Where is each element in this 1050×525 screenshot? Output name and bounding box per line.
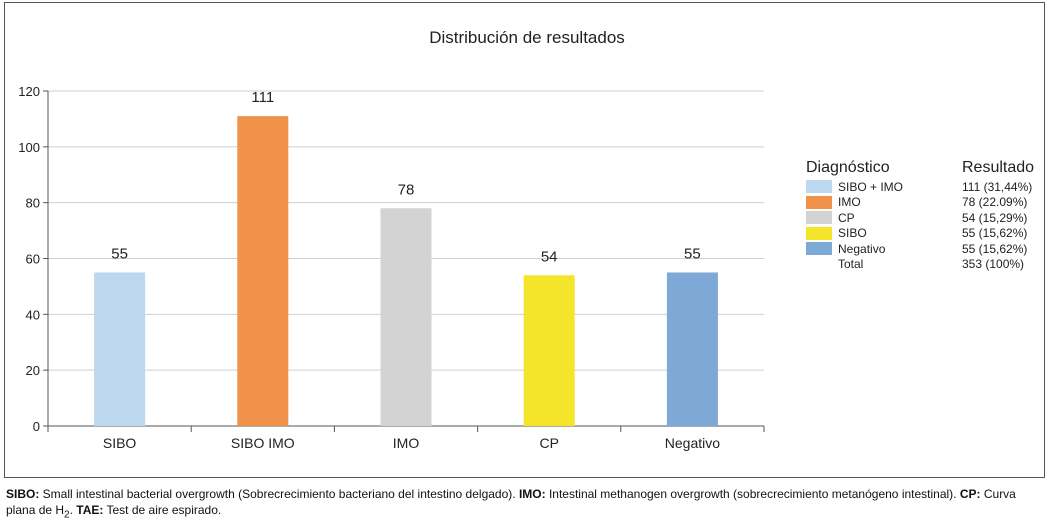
legend-header-value: Resultado	[962, 159, 1035, 176]
legend-header: Diagnóstico Resultado	[806, 159, 1046, 177]
footnote-imo-def: Intestinal methanogen overgrowth (sobrec…	[545, 487, 960, 501]
footnote-tae-def: Test de aire espirado.	[103, 503, 222, 517]
legend: Diagnóstico Resultado SIBO + IMO 111 (31,…	[806, 159, 1046, 272]
legend-label: CP	[838, 210, 855, 225]
legend-swatch	[806, 226, 832, 240]
bar-cp	[523, 275, 575, 426]
bar-negativo	[666, 272, 718, 426]
legend-value: 55 (15,62%)	[962, 226, 1028, 241]
y-tick-label: 80	[26, 196, 40, 211]
legend-swatch	[806, 211, 832, 225]
footnote-sibo-def: Small intestinal bacterial overgrowth (S…	[39, 487, 519, 501]
bar-chart: Distribución de resultados 0 20 40 60 80 100 1…	[18, 28, 765, 451]
data-label: 111	[251, 89, 274, 106]
legend-label: SIBO + IMO	[838, 179, 904, 194]
footnote-cp-term: CP:	[959, 487, 981, 501]
bar-sibo	[94, 272, 146, 426]
legend-value: 78 (22.09%)	[962, 195, 1028, 210]
footnote-cp-subscript: 2	[64, 509, 70, 521]
legend-value: 54 (15,29%)	[962, 210, 1028, 225]
legend-row: IMO 78 (22.09%)	[806, 195, 1046, 211]
legend-label: SIBO	[838, 226, 867, 241]
footnote-imo-term: IMO:	[518, 487, 546, 501]
legend-label: Negativo	[838, 241, 886, 256]
legend-value: 111 (31,44%)	[962, 179, 1033, 194]
y-tick-label: 60	[26, 252, 40, 267]
footnote-cp-def-end: .	[69, 503, 77, 517]
x-tick-label: SIBO IMO	[231, 435, 295, 451]
y-tick-label: 40	[26, 307, 40, 322]
data-label: 55	[111, 245, 128, 262]
legend-swatch	[806, 242, 832, 256]
footnote-tae-term: TAE:	[76, 503, 104, 517]
legend-row: Negativo 55 (15,62%)	[806, 241, 1046, 257]
bar-sibo-imo	[237, 116, 289, 426]
x-tick-label: Negativo	[665, 435, 720, 451]
y-tick-label: 0	[33, 419, 40, 434]
bar-imo	[380, 208, 432, 426]
legend-swatch	[806, 195, 832, 209]
x-tick-label: IMO	[393, 435, 420, 451]
y-tick-label: 120	[18, 84, 40, 99]
chart-frame: Distribución de resultados 0 20 40 60 80 100 1…	[4, 2, 1045, 478]
footnote-cp-def: Curva plana de H	[6, 487, 1016, 517]
x-tick-label: SIBO	[103, 435, 137, 451]
data-label: 54	[541, 248, 558, 265]
data-label: 55	[684, 245, 701, 262]
data-label: 78	[398, 181, 415, 198]
footnote-sibo-term: SIBO:	[6, 487, 40, 501]
y-axis: 0 20 40 60 80 100 120	[18, 84, 49, 434]
legend-value: 353 (100%)	[962, 257, 1025, 272]
legend-row: SIBO + IMO 111 (31,44%)	[806, 179, 1046, 195]
y-tick-label: 20	[26, 363, 40, 378]
legend-label: Total	[838, 257, 864, 272]
x-axis: SIBO SIBO IMO IMO CP Negativo	[47, 425, 765, 451]
chart-title: Distribución de resultados	[429, 28, 625, 47]
y-tick-label: 100	[18, 140, 40, 155]
legend-row: SIBO 55 (15,62%)	[806, 226, 1046, 242]
bars: 55 111 78 54 55	[94, 89, 718, 426]
x-tick-label: CP	[539, 435, 558, 451]
legend-swatch	[806, 180, 832, 194]
footnote: SIBO: Small intestinal bacterial overgro…	[6, 486, 1046, 523]
legend-value: 55 (15,62%)	[962, 241, 1028, 256]
legend-row: Total 353 (100%)	[806, 257, 1046, 273]
legend-label: IMO	[838, 195, 861, 210]
legend-header-label: Diagnóstico	[806, 159, 890, 176]
legend-swatch	[806, 258, 832, 271]
legend-row: CP 54 (15,29%)	[806, 210, 1046, 226]
